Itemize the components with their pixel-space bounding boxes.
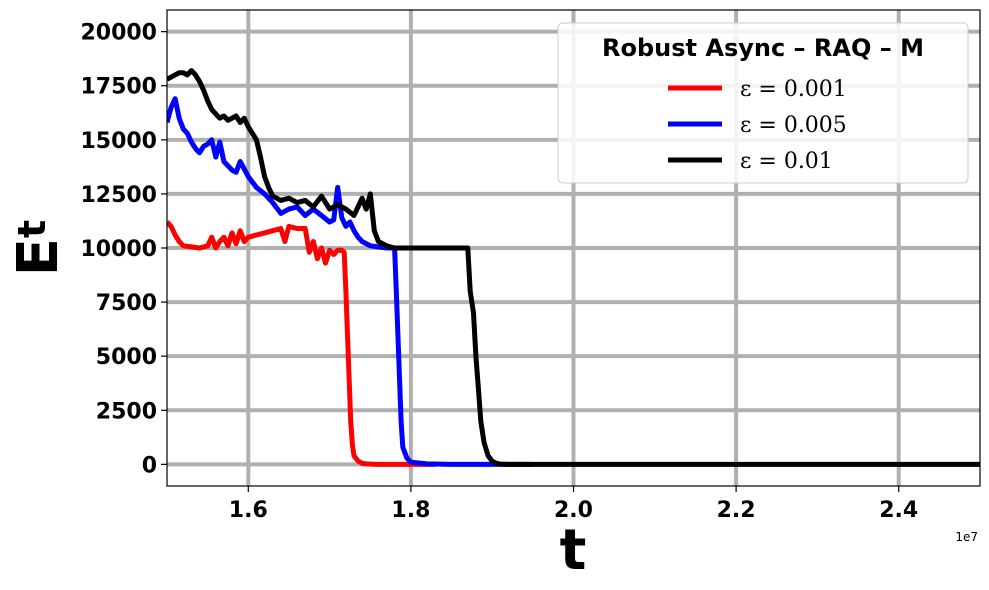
y-axis-label-main: E (6, 238, 71, 276)
legend-label-2: ε = 0.005 (740, 113, 847, 138)
y-tick-label: 2500 (96, 399, 157, 424)
x-offset-label: 1e7 (955, 530, 978, 544)
y-tick-label: 10000 (80, 237, 157, 262)
svg-text:Et: Et (6, 220, 71, 276)
y-axis-label: Et (6, 220, 71, 276)
x-tick-label: 2.0 (554, 498, 593, 523)
legend-label-3: ε = 0.01 (740, 149, 833, 174)
y-tick-label: 12500 (80, 183, 157, 208)
legend-box (557, 22, 969, 184)
y-tick-label: 0 (142, 453, 157, 478)
y-tick-label: 15000 (80, 129, 157, 154)
y-axis-label-subscript: t (10, 220, 54, 238)
legend-title: Robust Async – RAQ – M (602, 34, 924, 62)
x-axis-ticks: 1.6 1.8 2.0 2.2 2.4 (229, 486, 918, 523)
legend-entries: ε = 0.001 ε = 0.005 ε = 0.01 (668, 77, 847, 174)
y-tick-label: 20000 (80, 21, 157, 46)
series-line-1 (167, 220, 436, 467)
y-tick-label: 5000 (96, 345, 157, 370)
y-tick-label: 17500 (80, 75, 157, 100)
series-line-2 (167, 96, 533, 467)
x-tick-label: 2.2 (717, 498, 756, 523)
series-line-3 (167, 68, 980, 467)
x-tick-label: 1.6 (229, 498, 268, 523)
legend-label-1: ε = 0.001 (740, 77, 847, 102)
y-tick-label: 7500 (96, 291, 157, 316)
x-axis-label: t (560, 518, 587, 583)
x-tick-label: 2.4 (879, 498, 918, 523)
x-tick-label: 1.8 (391, 498, 430, 523)
plot-area (167, 68, 980, 467)
y-axis-ticks: 0 2500 5000 7500 10000 12500 15000 17500 20000 (80, 21, 167, 478)
